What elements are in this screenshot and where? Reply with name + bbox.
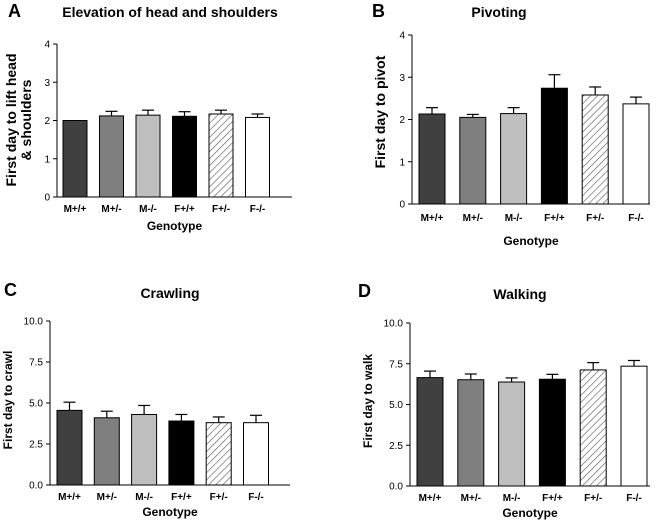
- category-label: M+/-: [461, 493, 481, 504]
- category-label: M+/+: [64, 204, 87, 215]
- y-axis-label: First day to crawl: [1, 351, 15, 450]
- category-label: F+/-: [586, 213, 604, 224]
- category-label: M-/-: [503, 493, 521, 504]
- y-tick-label: 0.0: [29, 481, 43, 492]
- category-label: M+/-: [101, 204, 121, 215]
- x-axis-label: Genotype: [502, 506, 558, 520]
- category-label: M+/+: [58, 492, 81, 503]
- y-tick-label: 2.5: [389, 441, 403, 452]
- bar-M+/+: [56, 409, 83, 486]
- category-label: F+/-: [584, 493, 602, 504]
- bar-M+/-: [99, 115, 124, 198]
- category-label: M+/-: [463, 213, 483, 224]
- category-label: F-/-: [626, 493, 642, 504]
- bar-F+/-: [208, 113, 234, 198]
- bar-F+/-: [205, 422, 232, 486]
- category-label: F+/+: [542, 493, 563, 504]
- bar-F-/-: [620, 365, 648, 487]
- category-label: F+/+: [174, 204, 195, 215]
- bar-M+/-: [93, 417, 120, 486]
- panel-letter: C: [4, 280, 17, 300]
- bar-F-/-: [243, 422, 269, 486]
- panel-title: Crawling: [140, 285, 199, 301]
- y-axis-label: First day to lift head& shoulders: [3, 53, 34, 186]
- y-tick-label: 2.5: [29, 440, 43, 451]
- category-label: M+/+: [421, 213, 444, 224]
- y-tick-label: 4: [399, 31, 405, 42]
- bar-F+/-: [581, 94, 609, 205]
- y-tick-label: 0: [399, 200, 405, 211]
- category-label: F+/+: [544, 213, 565, 224]
- panel-letter: D: [358, 281, 371, 301]
- category-label: M-/-: [139, 204, 157, 215]
- y-tick-label: 2: [44, 116, 50, 127]
- y-tick-label: 3: [44, 78, 50, 89]
- bar-F+/-: [579, 369, 607, 487]
- y-axis-label: First day to pivot: [372, 55, 388, 168]
- y-tick-label: 0: [44, 193, 50, 204]
- panel-letter: B: [372, 1, 385, 21]
- bar-M+/-: [457, 379, 485, 487]
- y-tick-label: 4: [44, 40, 50, 51]
- panel-a: A Elevation of head and shoulders 0 1 2 3 4 Fir…: [3, 1, 292, 233]
- y-tick-label: 5.0: [389, 400, 403, 411]
- bar-F+/+: [172, 115, 197, 198]
- panel-b: B Pivoting 0 1 2 3 4 First day to pivot M+/+ M+/-…: [372, 1, 650, 248]
- y-axis-label: First day to walk: [361, 354, 375, 448]
- panel-title: Pivoting: [471, 4, 526, 20]
- panel-d: D Walking 0.0 2.5 5.0 7.5 10.0 First day to wal…: [358, 281, 650, 520]
- bar-F+/+: [538, 378, 566, 487]
- y-axis-label-line: First day to pivot: [372, 55, 388, 168]
- bar-M-/-: [500, 113, 528, 205]
- panel-title: Elevation of head and shoulders: [62, 4, 278, 20]
- category-label: M+/+: [419, 493, 442, 504]
- panel-c: C Crawling 0.0 2.5 5.0 7.5 10.0 First day to cr…: [1, 280, 290, 519]
- bar-M-/-: [135, 114, 161, 198]
- panel-letter: A: [8, 1, 21, 21]
- y-tick-label: 10.0: [384, 319, 404, 330]
- bar-F+/+: [540, 87, 568, 205]
- y-axis-label-line: First day to crawl: [1, 351, 15, 450]
- y-axis-label-line: First day to lift head: [3, 53, 19, 186]
- y-tick-label: 5.0: [29, 399, 43, 410]
- category-label: M-/-: [505, 213, 523, 224]
- y-tick-label: 3: [399, 73, 405, 84]
- bar-M+/+: [418, 113, 446, 205]
- x-axis-label: Genotype: [503, 234, 559, 248]
- bar-F-/-: [245, 116, 270, 198]
- y-axis-label-line: & shoulders: [18, 79, 34, 160]
- y-tick-label: 7.5: [29, 358, 43, 369]
- y-axis-label-line: First day to walk: [361, 354, 375, 448]
- x-axis-label: Genotype: [142, 505, 198, 519]
- bar-F+/+: [168, 420, 195, 486]
- y-tick-label: 10.0: [24, 317, 44, 328]
- category-label: M+/-: [97, 492, 117, 503]
- panel-title: Walking: [493, 286, 546, 302]
- bar-F-/-: [622, 103, 650, 205]
- bar-M+/-: [459, 116, 487, 205]
- bar-M+/+: [416, 377, 444, 487]
- bar-M-/-: [498, 381, 526, 487]
- bar-M-/-: [131, 413, 158, 486]
- x-axis-label: Genotype: [147, 219, 203, 233]
- category-label: M-/-: [135, 492, 153, 503]
- category-label: F-/-: [628, 213, 644, 224]
- bar-M+/+: [62, 120, 88, 198]
- category-label: F-/-: [250, 204, 266, 215]
- y-tick-label: 1: [44, 154, 50, 165]
- y-tick-label: 1: [399, 157, 405, 168]
- category-label: F-/-: [248, 492, 264, 503]
- y-tick-label: 7.5: [389, 359, 403, 370]
- category-label: F+/-: [212, 204, 230, 215]
- category-label: F+/+: [171, 492, 192, 503]
- y-tick-label: 0.0: [389, 482, 403, 493]
- category-label: F+/-: [210, 492, 228, 503]
- y-tick-label: 2: [399, 115, 405, 126]
